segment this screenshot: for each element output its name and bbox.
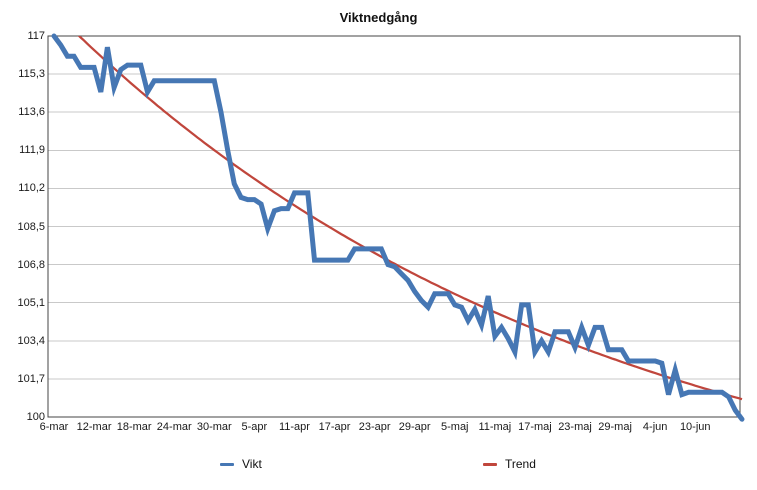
x-axis-tick-label: 6-mar bbox=[39, 421, 69, 433]
y-axis-tick-label: 103,4 bbox=[17, 334, 45, 347]
y-axis-tick-label: 106,8 bbox=[17, 258, 45, 271]
y-axis-tick-label: 105,1 bbox=[17, 296, 45, 309]
x-axis-tick-label: 30-mar bbox=[196, 421, 232, 433]
x-axis-tick-label: 5-maj bbox=[441, 421, 469, 433]
x-axis-tick-label: 24-mar bbox=[156, 421, 192, 433]
x-axis-tick-label: 23-maj bbox=[558, 421, 592, 433]
x-axis-tick-label: 10-jun bbox=[679, 421, 711, 433]
x-axis-tick-label: 23-apr bbox=[358, 421, 391, 433]
x-axis-tick-label: 18-mar bbox=[116, 421, 152, 433]
y-axis-tick-label: 115,3 bbox=[18, 68, 45, 81]
trend-series-line bbox=[77, 36, 743, 401]
x-axis-tick-label: 29-maj bbox=[598, 421, 632, 433]
x-axis-tick-label: 4-jun bbox=[642, 421, 668, 433]
x-axis-tick-label: 11-maj bbox=[478, 421, 512, 433]
y-axis-tick-label: 113,6 bbox=[18, 106, 45, 119]
y-axis-tick-label: 101,7 bbox=[17, 372, 45, 385]
vikt-series-line bbox=[51, 33, 745, 422]
x-axis-tick-label: 11-apr bbox=[278, 421, 310, 433]
x-axis-tick-label: 29-apr bbox=[398, 421, 431, 433]
y-axis-tick-label: 117 bbox=[27, 30, 45, 42]
x-axis-tick-label: 12-mar bbox=[76, 421, 112, 433]
chart-title: Viktnedgång bbox=[339, 10, 418, 25]
y-axis-tick-label: 110,2 bbox=[18, 182, 45, 195]
y-axis-tick-label: 111,9 bbox=[19, 144, 45, 157]
x-axis-tick-label: 17-maj bbox=[518, 421, 552, 433]
gridlines bbox=[48, 73, 740, 380]
y-axis-tick-label: 100 bbox=[26, 411, 45, 423]
x-axis-tick-label: 17-apr bbox=[318, 421, 351, 433]
y-axis-tick-label: 108,5 bbox=[17, 220, 45, 233]
x-axis-tick-label: 5-apr bbox=[241, 421, 268, 433]
plot-border bbox=[47, 35, 741, 418]
